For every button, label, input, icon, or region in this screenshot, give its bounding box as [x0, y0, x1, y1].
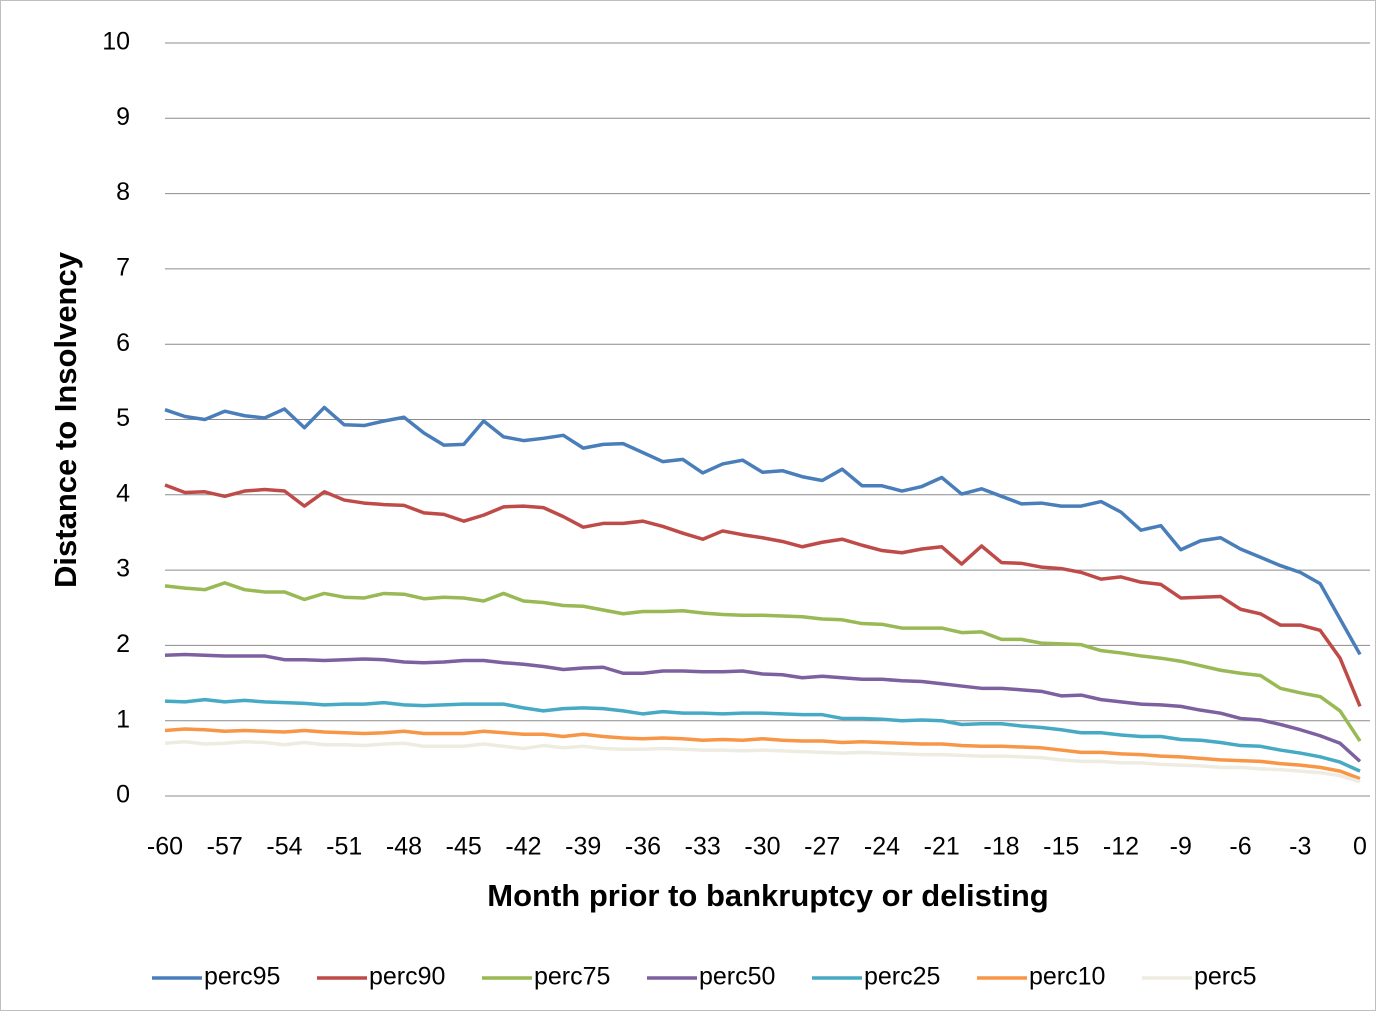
legend-label: perc5 — [1194, 963, 1257, 991]
x-tick-label: -60 — [147, 833, 183, 861]
y-tick-label: 5 — [116, 404, 130, 432]
y-tick-label: 7 — [116, 254, 130, 282]
x-tick-label: 0 — [1353, 833, 1367, 861]
x-tick-label: -18 — [983, 833, 1019, 861]
y-tick-label: 0 — [116, 781, 130, 809]
legend-label: perc95 — [204, 963, 280, 991]
y-axis-title: Distance to Insolvency — [48, 251, 83, 588]
x-tick-label: -9 — [1170, 833, 1192, 861]
y-tick-label: 3 — [116, 555, 130, 583]
x-tick-label: -24 — [864, 833, 900, 861]
x-tick-label: -45 — [446, 833, 482, 861]
x-tick-label: -3 — [1289, 833, 1311, 861]
x-tick-label: -15 — [1043, 833, 1079, 861]
x-tick-label: -42 — [505, 833, 541, 861]
series-line — [164, 652, 1362, 763]
y-tick-label: 8 — [116, 178, 130, 206]
x-axis-title: Month prior to bankruptcy or delisting — [487, 878, 1048, 913]
x-tick-label: -27 — [804, 833, 840, 861]
y-tick-label: 2 — [116, 630, 130, 658]
legend-label: perc90 — [369, 963, 445, 991]
series-line — [164, 697, 1361, 773]
x-tick-label: -54 — [266, 833, 302, 861]
series-line — [164, 740, 1361, 784]
x-tick-label: -12 — [1103, 833, 1139, 861]
series-line — [164, 405, 1362, 656]
legend-label: perc50 — [699, 963, 775, 991]
y-tick-label: 10 — [102, 28, 130, 56]
x-tick-label: -48 — [386, 833, 422, 861]
x-tick-label: -36 — [625, 833, 661, 861]
y-tick-label: 6 — [116, 329, 130, 357]
x-tick-label: -51 — [326, 833, 362, 861]
legend-label: perc75 — [534, 963, 610, 991]
series-line — [164, 581, 1362, 742]
x-tick-label: -33 — [685, 833, 721, 861]
y-tick-label: 4 — [116, 479, 130, 507]
x-tick-label: -21 — [924, 833, 960, 861]
x-tick-label: -30 — [744, 833, 780, 861]
x-tick-label: -39 — [565, 833, 601, 861]
legend-label: perc25 — [864, 963, 940, 991]
y-tick-label: 1 — [116, 705, 130, 733]
series-line — [164, 483, 1362, 708]
y-tick-label: 9 — [116, 103, 130, 131]
legend-label: perc10 — [1029, 963, 1105, 991]
x-tick-label: -57 — [207, 833, 243, 861]
x-tick-label: -6 — [1229, 833, 1251, 861]
series-line — [164, 727, 1361, 781]
